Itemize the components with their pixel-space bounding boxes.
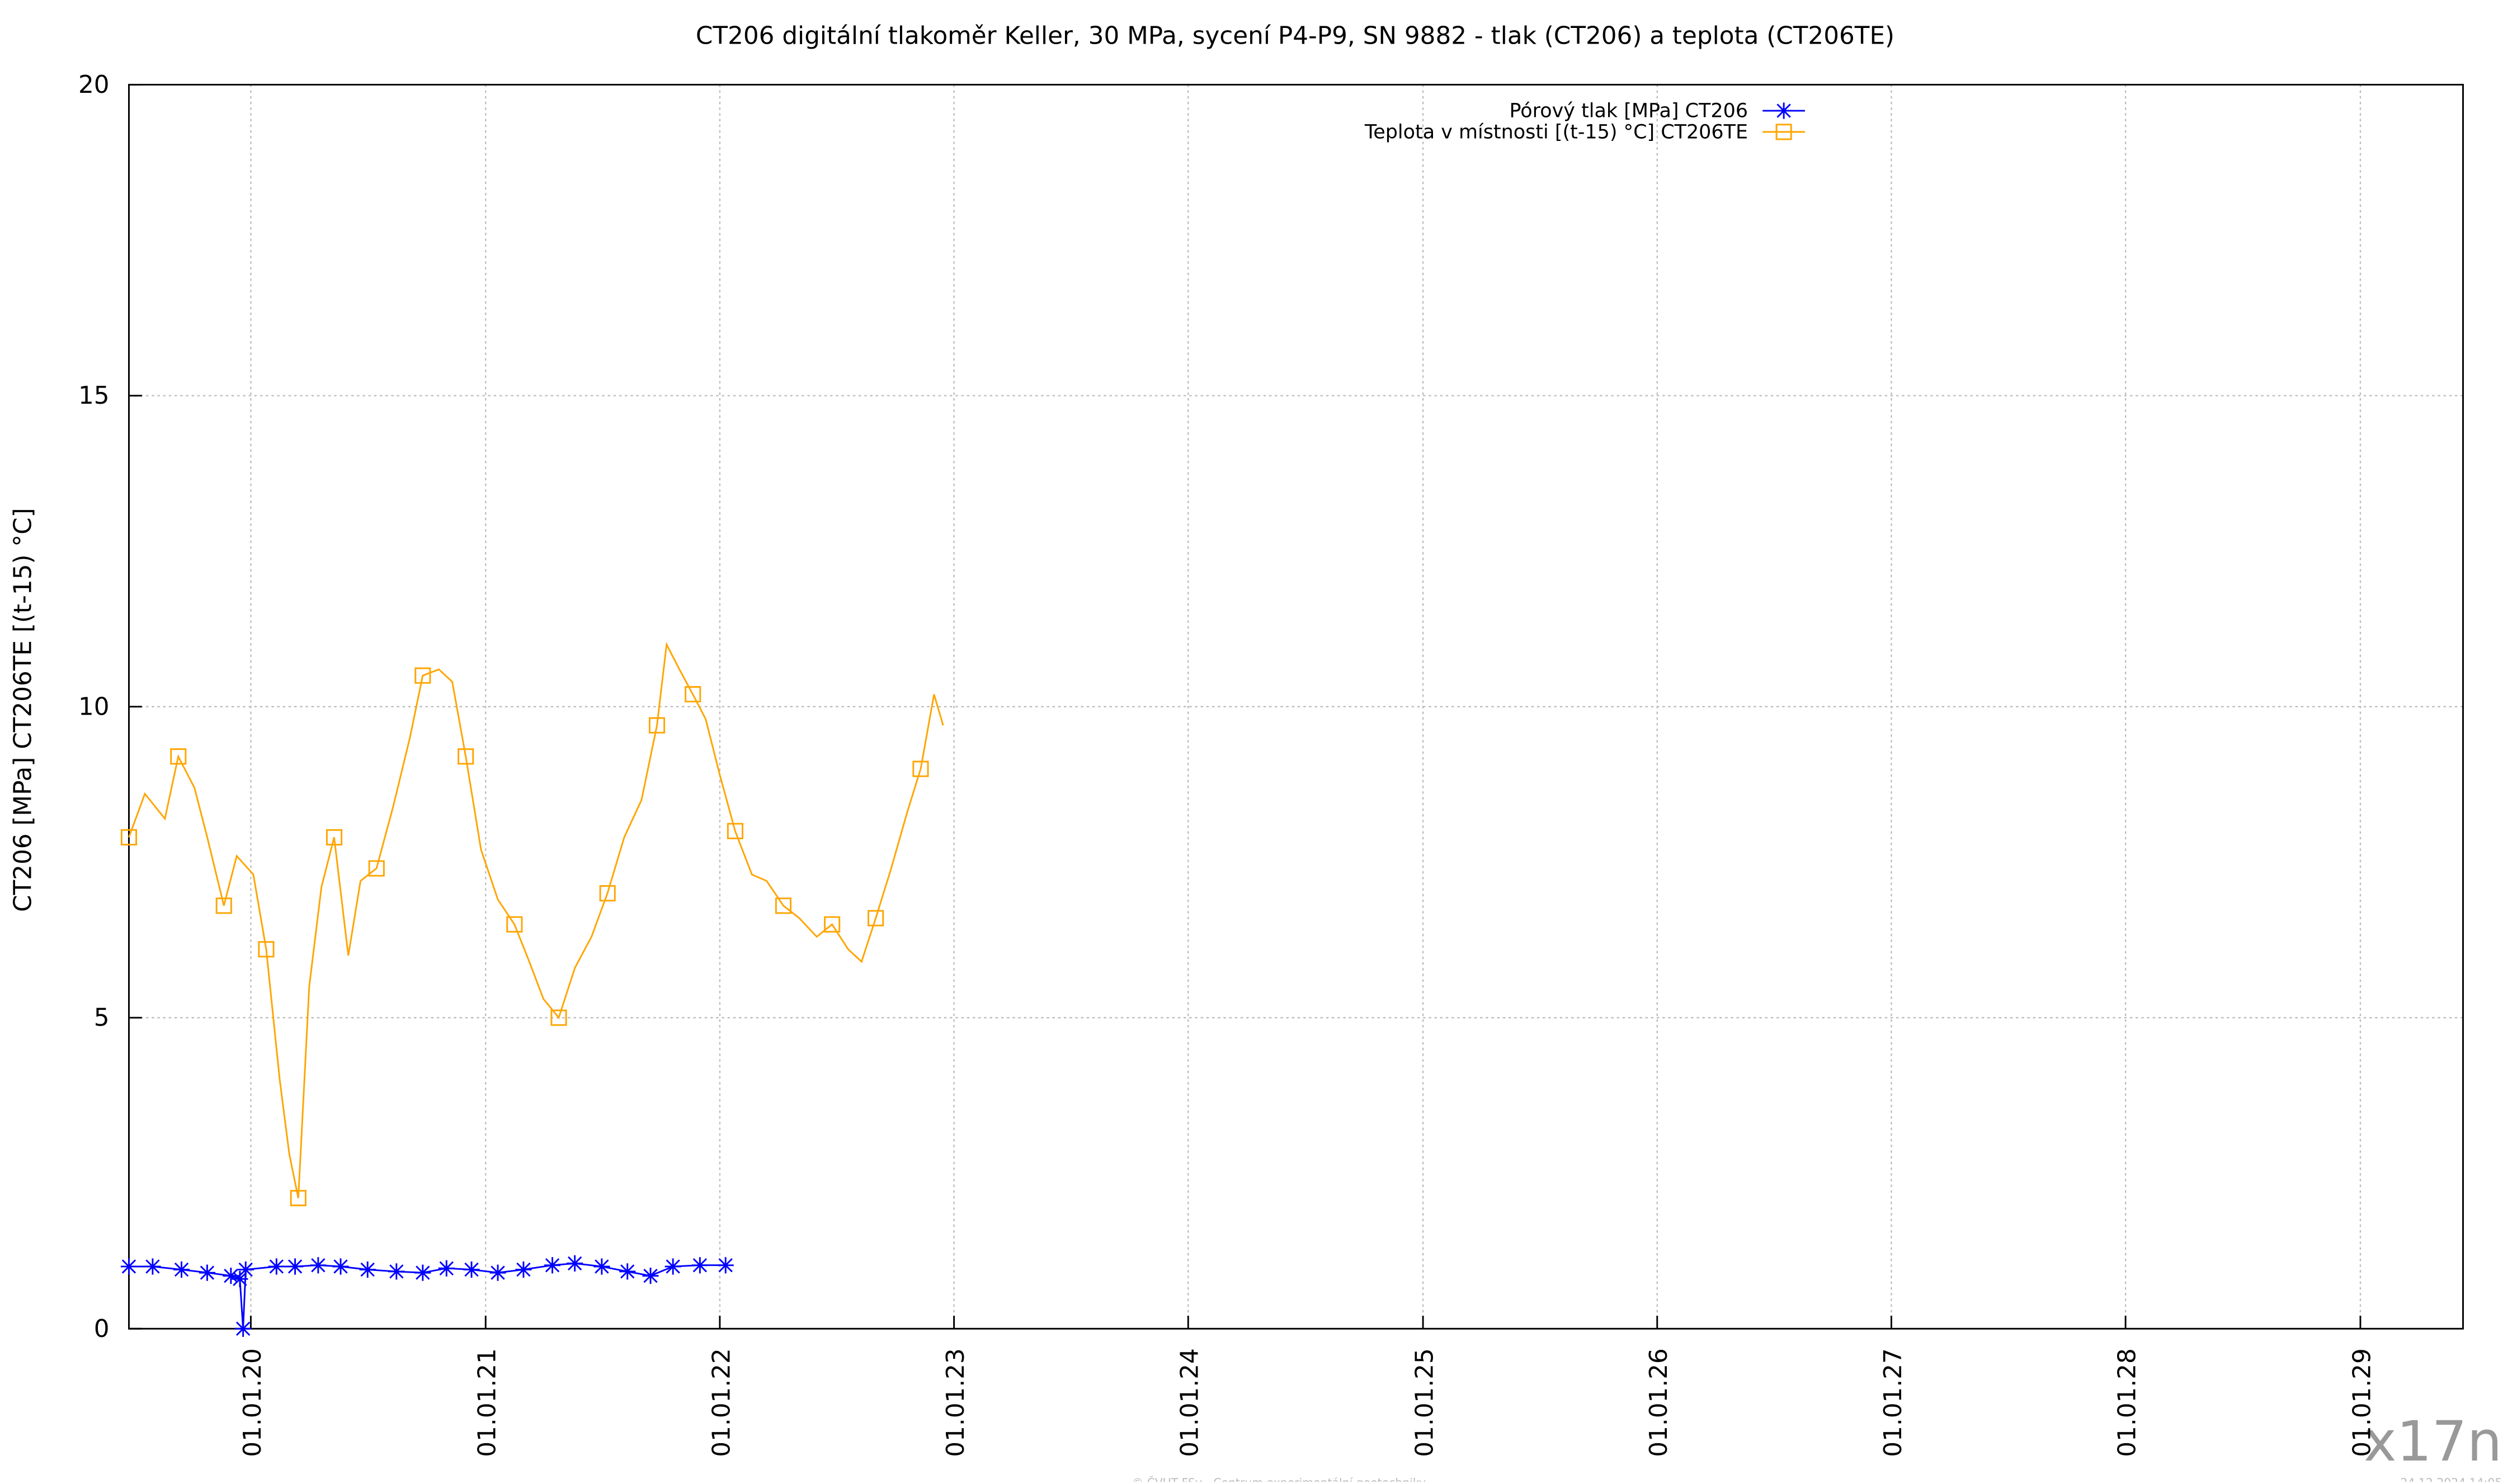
marker bbox=[1775, 124, 1792, 140]
marker bbox=[332, 1258, 349, 1275]
y-axis-label: CT206 [MPa] CT206TE [(t-15) °C] bbox=[9, 508, 37, 912]
x-tick-label: 01.01.26 bbox=[1644, 1348, 1673, 1457]
marker bbox=[199, 1264, 215, 1281]
watermark: x17n bbox=[2364, 1410, 2502, 1474]
marker bbox=[691, 1257, 708, 1274]
y-tick-label: 10 bbox=[78, 692, 110, 721]
marker bbox=[567, 1255, 583, 1272]
x-tick-label: 01.01.23 bbox=[941, 1348, 970, 1457]
marker bbox=[258, 941, 275, 958]
marker bbox=[388, 1263, 405, 1280]
marker bbox=[717, 1257, 734, 1274]
marker bbox=[173, 1261, 190, 1278]
series-line bbox=[128, 641, 944, 1199]
legend-label: Teplota v místnosti [(t-15) °C] CT206TE bbox=[1364, 121, 1748, 144]
marker bbox=[268, 1258, 285, 1275]
marker bbox=[286, 1258, 304, 1275]
marker bbox=[215, 897, 232, 914]
x-tick-label: 01.01.21 bbox=[473, 1348, 502, 1457]
plot-frame bbox=[128, 83, 2464, 1330]
x-tick-label: 01.01.24 bbox=[1176, 1348, 1204, 1457]
marker bbox=[506, 916, 523, 933]
x-tick-label: 01.01.27 bbox=[1879, 1348, 1907, 1457]
marker bbox=[235, 1320, 252, 1337]
marker bbox=[727, 823, 744, 839]
marker bbox=[368, 860, 385, 877]
marker bbox=[463, 1261, 480, 1278]
marker bbox=[593, 1258, 610, 1275]
marker bbox=[1775, 102, 1792, 119]
marker bbox=[414, 1264, 431, 1281]
marker bbox=[599, 885, 616, 902]
marker bbox=[685, 686, 701, 703]
marker bbox=[824, 916, 841, 933]
x-tick-label: 01.01.22 bbox=[707, 1348, 736, 1457]
y-tick-label: 0 bbox=[94, 1315, 110, 1343]
marker bbox=[868, 910, 884, 927]
legend-label: Pórový tlak [MPa] CT206 bbox=[1509, 100, 1748, 122]
x-tick-label: 01.01.20 bbox=[238, 1348, 267, 1457]
y-tick-label: 20 bbox=[78, 70, 110, 99]
marker bbox=[310, 1257, 327, 1274]
marker bbox=[550, 1009, 567, 1026]
marker bbox=[438, 1260, 455, 1277]
marker bbox=[120, 829, 138, 846]
marker bbox=[489, 1264, 506, 1281]
marker bbox=[359, 1261, 376, 1278]
marker bbox=[237, 1261, 254, 1278]
timestamp: 24.12.2024 14:05 bbox=[2401, 1476, 2502, 1482]
marker bbox=[458, 748, 474, 765]
marker bbox=[619, 1263, 636, 1280]
marker bbox=[544, 1257, 561, 1274]
marker bbox=[290, 1190, 307, 1207]
y-tick-label: 15 bbox=[78, 381, 110, 410]
marker bbox=[223, 1268, 239, 1284]
marker bbox=[515, 1261, 532, 1278]
chart-title: CT206 digitální tlakoměr Keller, 30 MPa,… bbox=[696, 22, 1894, 50]
marker bbox=[648, 717, 666, 734]
x-tick-label: 01.01.28 bbox=[2113, 1348, 2142, 1457]
marker bbox=[144, 1258, 161, 1275]
marker bbox=[232, 1270, 248, 1287]
y-tick-label: 5 bbox=[94, 1004, 110, 1032]
marker bbox=[912, 760, 929, 777]
marker bbox=[642, 1268, 659, 1284]
x-tick-label: 01.01.29 bbox=[2348, 1348, 2376, 1457]
marker bbox=[664, 1258, 681, 1275]
credit: © ČVUT FSv - Centrum experimentální geot… bbox=[1132, 1476, 1426, 1482]
marker bbox=[326, 829, 343, 846]
marker bbox=[414, 667, 431, 684]
marker bbox=[120, 1258, 138, 1275]
marker bbox=[775, 897, 792, 914]
x-tick-label: 01.01.25 bbox=[1411, 1348, 1439, 1457]
marker bbox=[170, 748, 187, 765]
